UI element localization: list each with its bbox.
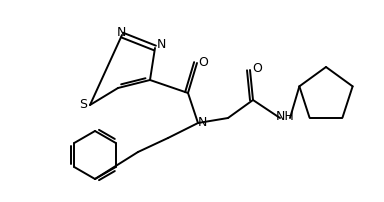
Text: S: S: [79, 99, 87, 112]
Text: N: N: [116, 25, 126, 39]
Text: N: N: [197, 116, 207, 128]
Text: N: N: [156, 39, 166, 52]
Text: NH: NH: [276, 109, 295, 122]
Text: O: O: [252, 62, 262, 76]
Text: O: O: [198, 56, 208, 68]
